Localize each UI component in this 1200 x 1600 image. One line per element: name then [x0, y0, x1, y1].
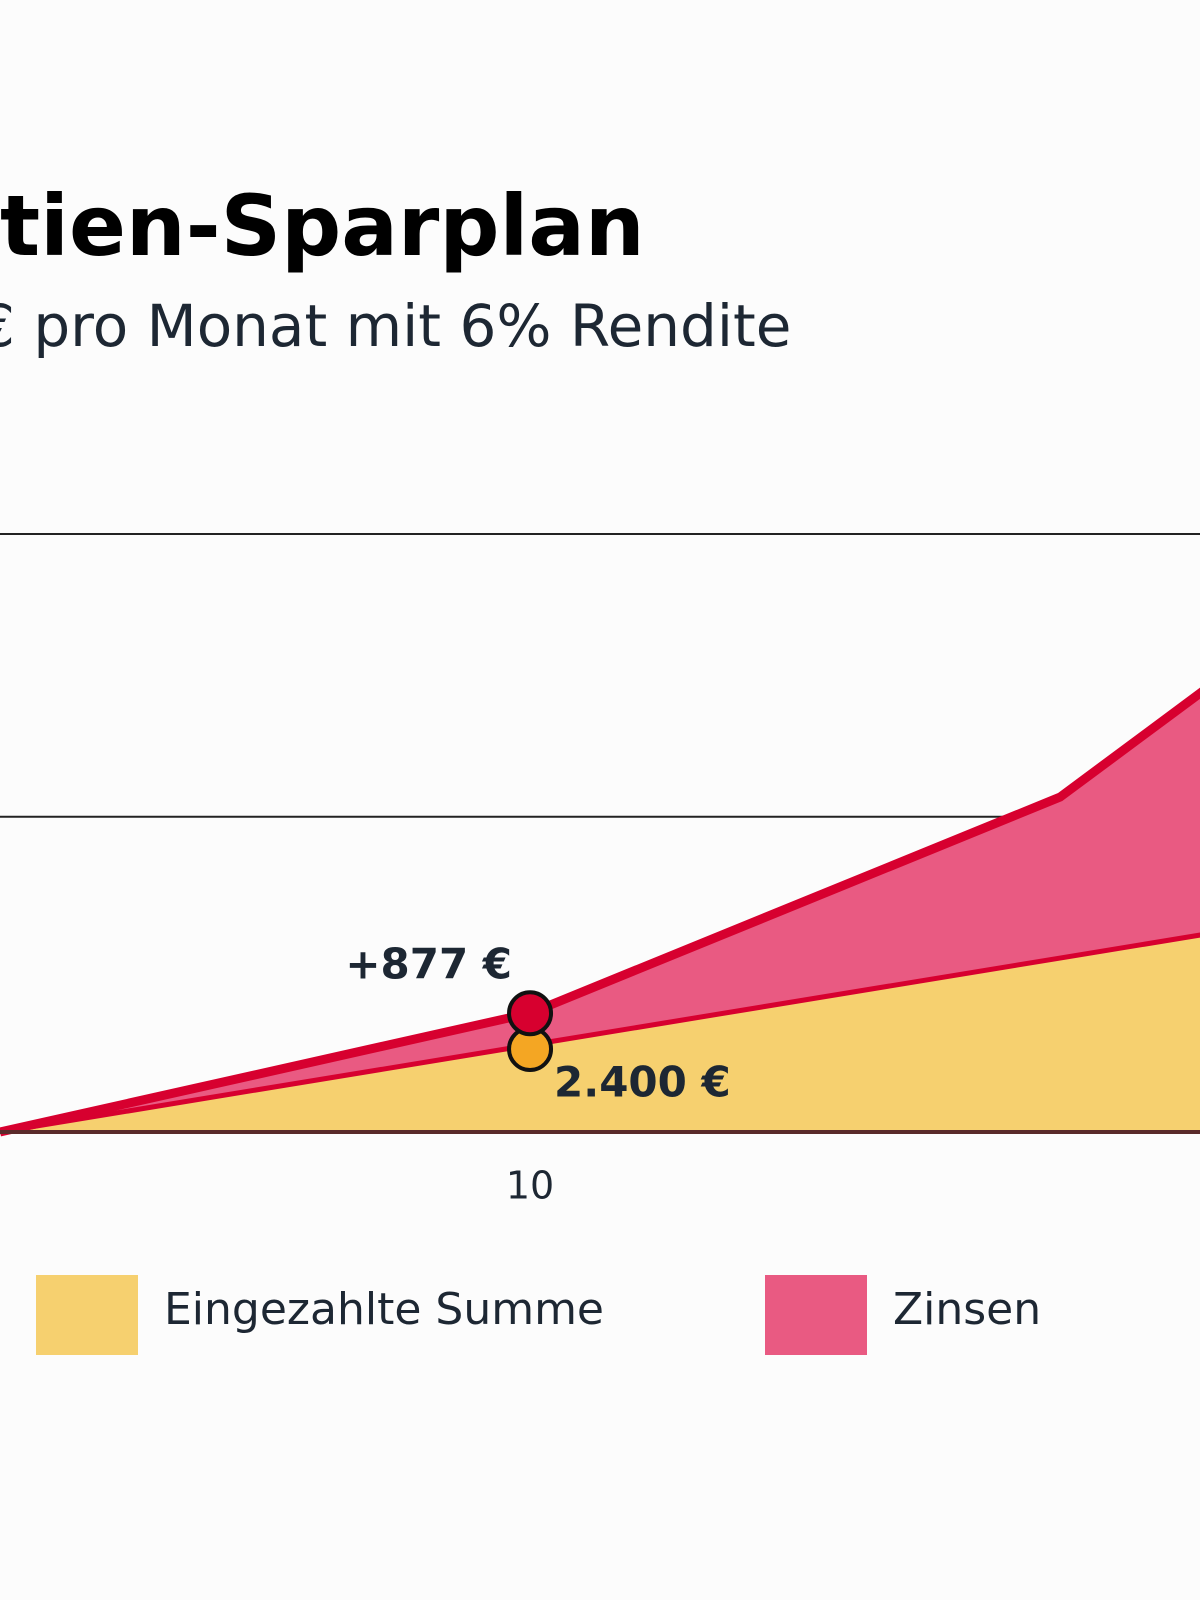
chart-subtitle: € pro Monat mit 6% Rendite [0, 292, 791, 360]
legend-label: Eingezahlte Summe [164, 1284, 604, 1335]
legend-swatch [36, 1275, 138, 1355]
line [0, 687, 1200, 1137]
x-tick-label: 10 [506, 1164, 554, 1208]
chart-title: tien-Sparplan [0, 177, 645, 275]
data-label: 2.400 € [554, 1058, 731, 1107]
line [0, 932, 1200, 1135]
legend-swatch [765, 1275, 867, 1355]
legend-label: Zinsen [893, 1284, 1041, 1335]
area [0, 693, 1200, 1132]
point [507, 990, 554, 1037]
data-label: +877 € [345, 940, 512, 989]
